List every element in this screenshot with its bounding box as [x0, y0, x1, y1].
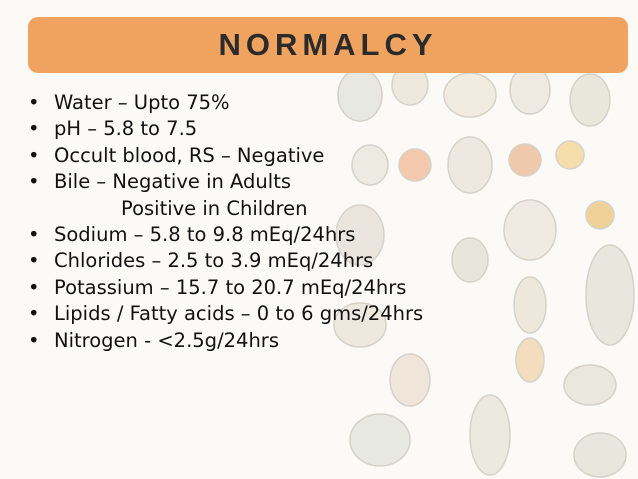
- list-item-text: Nitrogen - <2.5g/24hrs: [54, 328, 279, 352]
- list-item-text: Chlorides – 2.5 to 3.9 mEq/24hrs: [54, 249, 374, 273]
- list-item: • Occult blood, RS – Negative: [26, 143, 423, 169]
- bullet-list: • Water – Upto 75% • pH – 5.8 to 7.5 • Occu…: [26, 90, 423, 354]
- list-item: • Water – Upto 75%: [26, 90, 423, 116]
- list-item: • Sodium – 5.8 to 9.8 mEq/24hrs: [26, 222, 423, 248]
- list-item-continuation: Positive in Children: [26, 196, 423, 222]
- list-item-text: Lipids / Fatty acids – 0 to 6 gms/24hrs: [54, 302, 424, 326]
- list-item-text: Potassium – 15.7 to 20.7 mEq/24hrs: [54, 275, 407, 299]
- bullet-marker: •: [28, 143, 40, 167]
- list-item: • Chlorides – 2.5 to 3.9 mEq/24hrs: [26, 248, 423, 274]
- bullet-marker: •: [28, 275, 40, 299]
- list-item: • Nitrogen - <2.5g/24hrs: [26, 328, 423, 354]
- bullet-marker: •: [28, 223, 40, 247]
- list-item-text: Sodium – 5.8 to 9.8 mEq/24hrs: [54, 223, 356, 247]
- bullet-marker: •: [28, 117, 40, 141]
- parasite-eggs-illustration: [333, 64, 635, 478]
- list-item-text: Occult blood, RS – Negative: [54, 143, 325, 167]
- bullet-marker: •: [28, 249, 40, 273]
- list-item-text: Positive in Children: [121, 196, 308, 220]
- bullet-marker: •: [28, 91, 40, 114]
- list-item-text: Bile – Negative in Adults: [54, 170, 291, 194]
- bullet-marker: •: [28, 328, 40, 352]
- list-item-text: pH – 5.8 to 7.5: [54, 117, 198, 141]
- list-item: • Bile – Negative in Adults: [26, 169, 423, 195]
- list-item-text: Water – Upto 75%: [54, 91, 230, 114]
- bullet-marker: •: [28, 302, 40, 326]
- bullet-marker: •: [28, 170, 40, 194]
- list-item: • Lipids / Fatty acids – 0 to 6 gms/24hrs: [26, 301, 423, 327]
- list-item: • Potassium – 15.7 to 20.7 mEq/24hrs: [26, 275, 423, 301]
- title-bar: NORMALCY: [28, 17, 628, 73]
- list-item: • pH – 5.8 to 7.5: [26, 116, 423, 142]
- slide-title: NORMALCY: [218, 27, 438, 62]
